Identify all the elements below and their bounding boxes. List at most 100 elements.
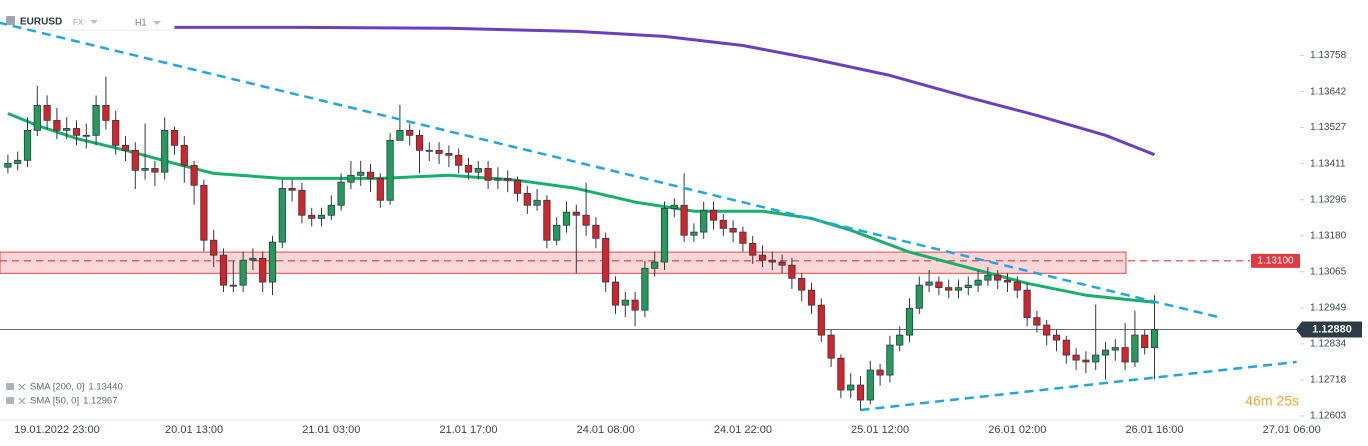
candle-body	[984, 274, 992, 281]
level-tag	[1251, 253, 1300, 268]
candle-body	[749, 242, 757, 256]
x-tick-label: 21.01 17:00	[439, 424, 497, 436]
x-tick-label: 25.01 12:00	[851, 424, 909, 436]
candle-body	[337, 181, 345, 206]
candle-body	[523, 192, 531, 206]
candle-body	[847, 384, 855, 391]
candle-body	[886, 344, 894, 376]
candle-body	[945, 287, 953, 291]
candle-body	[180, 144, 188, 166]
candle-body	[905, 307, 914, 336]
candle-body	[1101, 349, 1110, 356]
y-tick-label: 1.12949	[1310, 303, 1347, 314]
x-tick-label: 19.01.2022 23:00	[14, 424, 100, 436]
candle-body	[798, 277, 806, 291]
candle-body	[43, 104, 51, 121]
candle-body	[1003, 279, 1012, 283]
candle-body	[994, 274, 1002, 281]
candle-body	[553, 224, 561, 241]
level-label: 1.13100	[1257, 255, 1294, 266]
candle-body	[445, 153, 453, 156]
legend-icon	[6, 383, 14, 390]
legend-close[interactable]	[18, 383, 26, 391]
candle-body	[582, 214, 590, 226]
candle-body	[1082, 359, 1090, 363]
candle-body	[386, 139, 394, 201]
candle-body	[533, 199, 541, 206]
y-tick-label: 1.12603	[1310, 411, 1347, 422]
candle-body	[1072, 354, 1080, 361]
candle-body	[1150, 329, 1159, 348]
candle-body	[141, 168, 149, 171]
candle-body	[366, 171, 375, 179]
candle-body	[1043, 324, 1051, 336]
candle-body	[278, 188, 286, 243]
candle-body	[357, 171, 365, 176]
candle-body	[592, 224, 600, 239]
candle-body	[925, 281, 933, 286]
candle-body	[415, 134, 424, 151]
candle-body	[660, 207, 669, 263]
candle-body	[63, 128, 71, 131]
current-price-tag	[1296, 321, 1362, 338]
candle-body	[4, 163, 12, 168]
x-tick-label: 21.01 03:00	[302, 424, 360, 436]
trendline	[0, 21, 1224, 320]
candle-body	[768, 259, 776, 263]
legend-value: 1.12967	[83, 396, 117, 407]
candle-body	[602, 237, 610, 283]
dropdown-arrow[interactable]	[90, 20, 98, 24]
candle-body	[219, 254, 228, 286]
sma-line	[174, 25, 1156, 157]
candle-body	[317, 214, 326, 219]
candle-body	[229, 284, 237, 287]
candle-body	[1033, 317, 1041, 326]
candle-body	[1013, 281, 1021, 291]
candle-body	[1141, 334, 1149, 348]
candle-body	[866, 369, 874, 401]
candle-body	[239, 259, 247, 286]
legend-name: SMA [200, 0]	[30, 382, 84, 393]
candle-body	[935, 281, 943, 289]
candle-body	[700, 209, 708, 233]
candle-body	[778, 261, 786, 266]
candle-body	[670, 204, 678, 209]
symbol-icon	[6, 16, 15, 25]
candle-body	[53, 119, 61, 131]
candle-body	[856, 384, 865, 401]
candle-body	[308, 214, 316, 219]
candle-body	[651, 261, 659, 269]
candle-body	[396, 129, 404, 141]
candle-body	[1131, 334, 1139, 363]
y-tick-label: 1.13180	[1310, 230, 1347, 241]
candle-body	[611, 281, 620, 306]
interval[interactable]: H1	[135, 17, 147, 27]
candle-body	[964, 284, 972, 289]
x-tick-label: 27.01 06:00	[1263, 424, 1321, 436]
legend-close[interactable]	[18, 397, 26, 405]
legend-name: SMA [50, 0]	[30, 396, 79, 407]
candle-body	[406, 129, 414, 136]
legend-value: 1.13440	[88, 382, 122, 393]
candle-body	[807, 289, 816, 306]
candle-body	[1023, 289, 1031, 319]
candle-body	[327, 204, 335, 216]
dropdown-arrow[interactable]	[153, 21, 161, 25]
candle-body	[425, 149, 433, 152]
x-tick-label: 20.01 13:00	[165, 424, 223, 436]
candle-body	[474, 168, 482, 173]
candle-body	[464, 164, 473, 173]
y-tick-label: 1.12718	[1310, 375, 1347, 386]
candle-body	[758, 254, 767, 261]
resistance-zone	[0, 251, 1127, 274]
candle-body	[131, 149, 139, 171]
y-tick-label: 1.13065	[1310, 266, 1347, 277]
legend-icon	[6, 397, 14, 404]
x-tick-label: 24.01 22:00	[714, 424, 772, 436]
candle-body	[709, 209, 718, 221]
y-tick-label: 1.12834	[1310, 338, 1347, 349]
x-tick-label: 24.01 08:00	[577, 424, 635, 436]
y-tick-label: 1.13296	[1310, 194, 1347, 205]
candle-body	[1092, 354, 1100, 363]
